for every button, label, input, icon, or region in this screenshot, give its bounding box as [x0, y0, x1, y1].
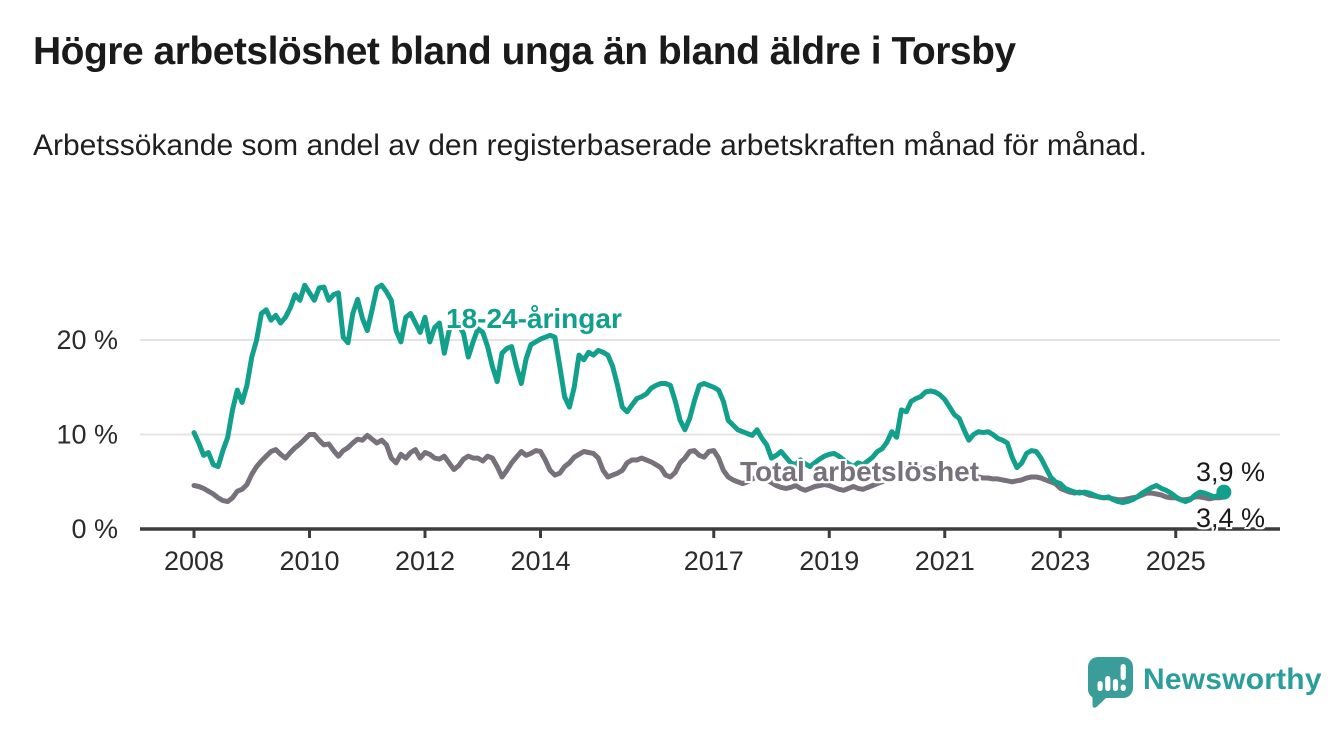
- y-tick-label: 0 %: [71, 514, 118, 544]
- logo-bar-3: [1112, 679, 1119, 691]
- youth-line-end-dot: [1216, 484, 1232, 500]
- newsworthy-wordmark: Newsworthy: [1143, 663, 1322, 696]
- x-tick-label: 2012: [395, 546, 455, 576]
- page-subtitle: Arbetssökande som andel av den registerb…: [33, 129, 1147, 162]
- series-label-youth: 18-24-åringar: [446, 303, 622, 334]
- youth-line: [191, 282, 1227, 505]
- newsworthy-logo-icon: [1087, 657, 1133, 708]
- x-tick-label: 2008: [164, 546, 224, 576]
- total-line: [191, 432, 1227, 505]
- logo-bar-1: [1097, 681, 1103, 691]
- logo-bubble-shape: [1087, 657, 1133, 708]
- x-tick-label: 2014: [510, 546, 570, 576]
- logo-bar-2: [1105, 676, 1111, 691]
- x-tick-label: 2025: [1146, 546, 1206, 576]
- end-value-label-total: 3,4 %: [1196, 503, 1266, 533]
- logo-exclamation-bar: [1120, 664, 1126, 680]
- x-tick-label: 2017: [684, 546, 744, 576]
- page-title: Högre arbetslöshet bland unga än bland ä…: [33, 30, 1016, 73]
- x-tick-label: 2023: [1030, 546, 1090, 576]
- series-label-total: Total arbetslöshet: [740, 456, 980, 487]
- newsworthy-logo: Newsworthy: [1087, 657, 1322, 709]
- x-tick-label: 2021: [915, 546, 975, 576]
- x-tick-label: 2019: [799, 546, 859, 576]
- y-tick-label: 10 %: [56, 420, 118, 450]
- logo-exclamation-dot: [1120, 684, 1126, 691]
- x-tick-label: 2010: [279, 546, 339, 576]
- y-tick-label: 20 %: [56, 325, 118, 355]
- end-value-label-youth: 3,9 %: [1196, 457, 1266, 487]
